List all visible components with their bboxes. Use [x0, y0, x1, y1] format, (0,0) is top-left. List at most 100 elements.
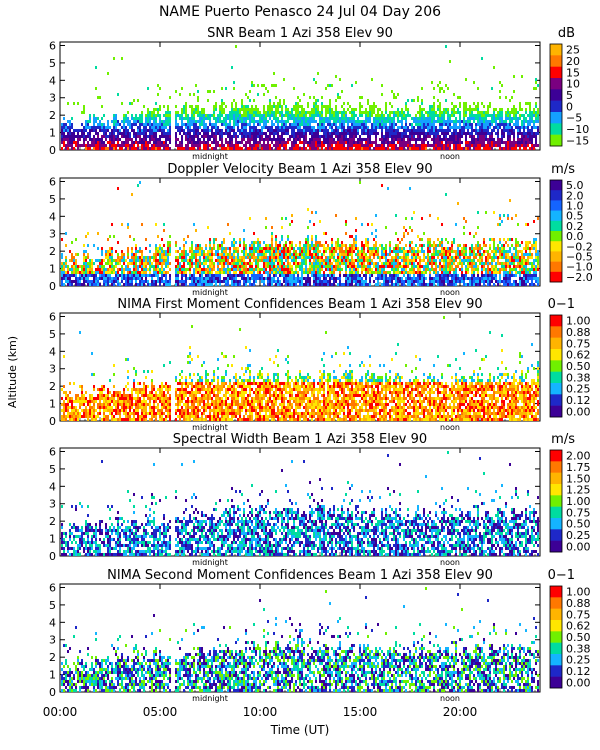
data-cell	[115, 138, 117, 141]
data-cell	[103, 126, 105, 129]
data-cell	[255, 268, 257, 271]
data-cell	[355, 277, 357, 280]
data-cell	[349, 117, 351, 120]
data-cell	[277, 283, 279, 286]
data-cell	[315, 256, 317, 259]
data-cell	[83, 126, 85, 129]
data-cell	[331, 138, 333, 141]
data-cell	[371, 274, 373, 277]
data-cell	[209, 256, 211, 259]
data-cell	[215, 280, 217, 283]
data-cell	[501, 135, 503, 138]
data-cell	[467, 117, 469, 120]
data-cell	[221, 144, 223, 147]
data-cell	[145, 132, 147, 135]
data-cell	[159, 271, 161, 274]
data-cell	[467, 132, 469, 135]
data-cell	[127, 226, 129, 229]
data-cell	[139, 256, 141, 259]
data-cell	[95, 129, 97, 132]
data-cell	[505, 141, 507, 144]
data-cell	[89, 120, 91, 123]
data-cell	[167, 241, 169, 244]
data-cell	[125, 126, 127, 129]
data-cell	[83, 271, 85, 274]
data-cell	[243, 120, 245, 123]
data-cell	[261, 253, 263, 256]
data-cell	[355, 126, 357, 129]
data-cell	[441, 132, 443, 135]
data-cell	[279, 114, 281, 117]
data-cell	[303, 262, 305, 265]
data-cell	[503, 132, 505, 135]
data-cell	[123, 283, 125, 286]
data-cell	[459, 147, 461, 150]
data-cell	[193, 253, 195, 256]
data-cell	[411, 135, 413, 138]
data-cell	[299, 138, 301, 141]
data-cell	[125, 147, 127, 150]
data-cell	[107, 120, 109, 123]
data-cell	[401, 117, 403, 120]
data-cell	[273, 271, 275, 274]
data-cell	[253, 280, 255, 283]
data-cell	[177, 274, 179, 277]
data-cell	[107, 283, 109, 286]
data-cell	[111, 144, 113, 147]
data-cell	[463, 123, 465, 126]
data-cell	[293, 147, 295, 150]
data-cell	[67, 129, 69, 132]
data-cell	[507, 138, 509, 141]
data-cell	[241, 135, 243, 138]
data-cell	[121, 280, 123, 283]
data-cell	[281, 217, 283, 220]
data-cell	[123, 268, 125, 271]
data-cell	[263, 147, 265, 150]
data-cell	[421, 141, 423, 144]
data-cell	[227, 253, 229, 256]
data-cell	[89, 126, 91, 129]
data-cell	[417, 117, 419, 120]
data-cell	[279, 253, 281, 256]
data-cell	[225, 268, 227, 271]
data-cell	[291, 259, 293, 262]
data-cell	[127, 274, 129, 277]
data-cell	[291, 253, 293, 256]
data-cell	[219, 253, 221, 256]
data-cell	[299, 141, 301, 144]
data-cell	[387, 117, 389, 120]
data-cell	[195, 247, 197, 250]
data-cell	[291, 114, 293, 117]
data-cell	[261, 280, 263, 283]
data-cell	[107, 277, 109, 280]
data-cell	[367, 126, 369, 129]
data-cell	[443, 90, 445, 93]
data-cell	[489, 144, 491, 147]
data-cell	[93, 120, 95, 123]
data-cell	[297, 147, 299, 150]
data-cell	[309, 220, 311, 223]
data-cell	[145, 147, 147, 150]
data-cell	[243, 244, 245, 247]
data-cell	[323, 283, 325, 286]
data-cell	[249, 268, 251, 271]
data-cell	[431, 144, 433, 147]
data-cell	[331, 238, 333, 241]
data-cell	[223, 280, 225, 283]
data-cell	[505, 114, 507, 117]
data-cell	[513, 138, 515, 141]
data-cell	[335, 129, 337, 132]
noon-label: noon	[440, 288, 460, 297]
data-cell	[325, 232, 327, 235]
data-cell	[363, 111, 365, 114]
data-cell	[101, 144, 103, 147]
data-cell	[405, 132, 407, 135]
data-cell	[441, 87, 443, 90]
data-cell	[305, 241, 307, 244]
data-cell	[389, 250, 391, 253]
data-cell	[445, 108, 447, 111]
data-cell	[271, 244, 273, 247]
data-cell	[299, 120, 301, 123]
data-cell	[309, 247, 311, 250]
data-cell	[103, 135, 105, 138]
